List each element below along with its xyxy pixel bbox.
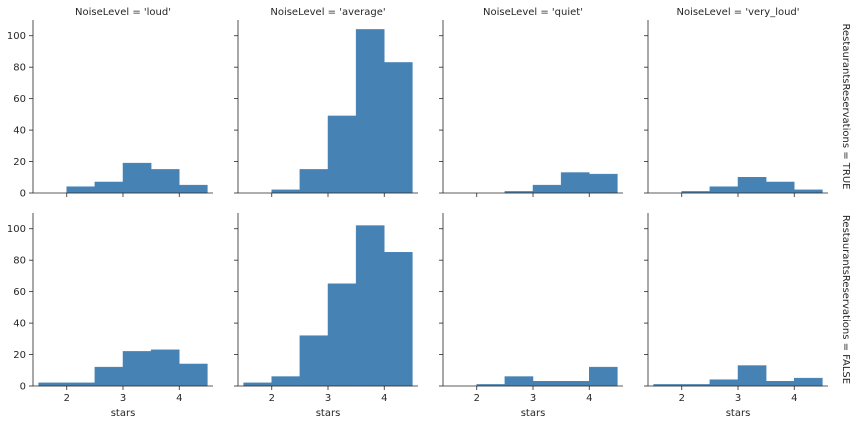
y-tick-label: 60 [13, 94, 26, 105]
bar [504, 376, 534, 387]
bar [560, 172, 590, 194]
bar [589, 173, 618, 194]
facet-panel-0-2: NoiseLevel = 'quiet' [439, 7, 623, 197]
y-tick-label: 80 [13, 63, 26, 74]
bar [179, 363, 208, 387]
x-tick-label: 4 [381, 393, 387, 404]
x-tick-label: 3 [530, 393, 536, 404]
bar [179, 184, 208, 194]
y-tick-label: 100 [7, 224, 26, 235]
bar [765, 181, 795, 194]
column-title: NoiseLevel = 'loud' [75, 7, 171, 18]
x-axis-label: stars [726, 408, 751, 419]
y-tick-label: 40 [13, 126, 26, 137]
y-tick-label: 60 [13, 287, 26, 298]
x-tick-label: 3 [325, 393, 331, 404]
x-tick-label: 3 [735, 393, 741, 404]
bar [765, 381, 795, 387]
bar [794, 377, 823, 387]
x-tick-label: 4 [791, 393, 797, 404]
bar [560, 381, 590, 387]
bar [94, 181, 124, 194]
bar [709, 186, 739, 194]
x-tick-label: 2 [64, 393, 70, 404]
column-title: NoiseLevel = 'average' [270, 7, 385, 18]
bar [299, 169, 329, 194]
x-tick-label: 4 [176, 393, 182, 404]
bar [532, 184, 562, 194]
bar [66, 382, 96, 387]
bar [327, 283, 357, 387]
bar [532, 381, 562, 387]
bar [150, 169, 180, 194]
bar [355, 29, 385, 194]
x-tick-label: 4 [586, 393, 592, 404]
x-tick-label: 2 [269, 393, 275, 404]
column-title: NoiseLevel = 'quiet' [483, 7, 583, 18]
bar [327, 115, 357, 194]
bar [66, 186, 96, 194]
bar [38, 382, 67, 387]
x-tick-label: 2 [679, 393, 685, 404]
bar [384, 252, 413, 387]
x-axis-label: stars [521, 408, 546, 419]
bar [737, 365, 767, 387]
y-tick-label: 100 [7, 31, 26, 42]
facet-panel-0-1: NoiseLevel = 'average' [234, 7, 418, 197]
bar [271, 189, 301, 194]
bar [384, 62, 413, 194]
facet-panel-0-0: 0 20 40 60 80 100 NoiseLevel = 'loud' [7, 7, 213, 200]
facet-panel-1-0: 0 20 40 60 80 100 2 3 4 stars [7, 213, 213, 419]
row-title: RestaurantsReservations = TRUE [840, 24, 851, 190]
bar [271, 376, 301, 387]
bar [709, 379, 739, 387]
y-tick-label: 20 [13, 350, 26, 361]
y-tick-label: 0 [20, 382, 26, 393]
y-tick-label: 40 [13, 319, 26, 330]
bar [150, 349, 180, 387]
bar [122, 162, 152, 194]
bar [355, 225, 385, 387]
y-tick-label: 80 [13, 256, 26, 267]
bar [589, 366, 618, 387]
y-tick-label: 20 [13, 157, 26, 168]
facet-panel-1-2: 2 3 4 stars [439, 213, 623, 419]
bar [794, 189, 823, 194]
x-axis-label: stars [111, 408, 136, 419]
column-title: NoiseLevel = 'very_loud' [676, 7, 799, 18]
x-axis-label: stars [316, 408, 341, 419]
bar [94, 366, 124, 387]
x-tick-label: 3 [120, 393, 126, 404]
y-tick-label: 0 [20, 189, 26, 200]
bar [299, 335, 329, 387]
bar [122, 351, 152, 387]
facet-panel-1-1: 2 3 4 stars [234, 213, 418, 419]
x-tick-label: 2 [474, 393, 480, 404]
facet-panel-1-3: 2 3 4 stars RestaurantsReservations = FALSE [644, 213, 851, 419]
bar [243, 382, 272, 387]
facet-panel-0-3: NoiseLevel = 'very_loud' RestaurantsReser… [644, 7, 851, 197]
bar [737, 177, 767, 194]
row-title: RestaurantsReservations = FALSE [840, 215, 851, 384]
